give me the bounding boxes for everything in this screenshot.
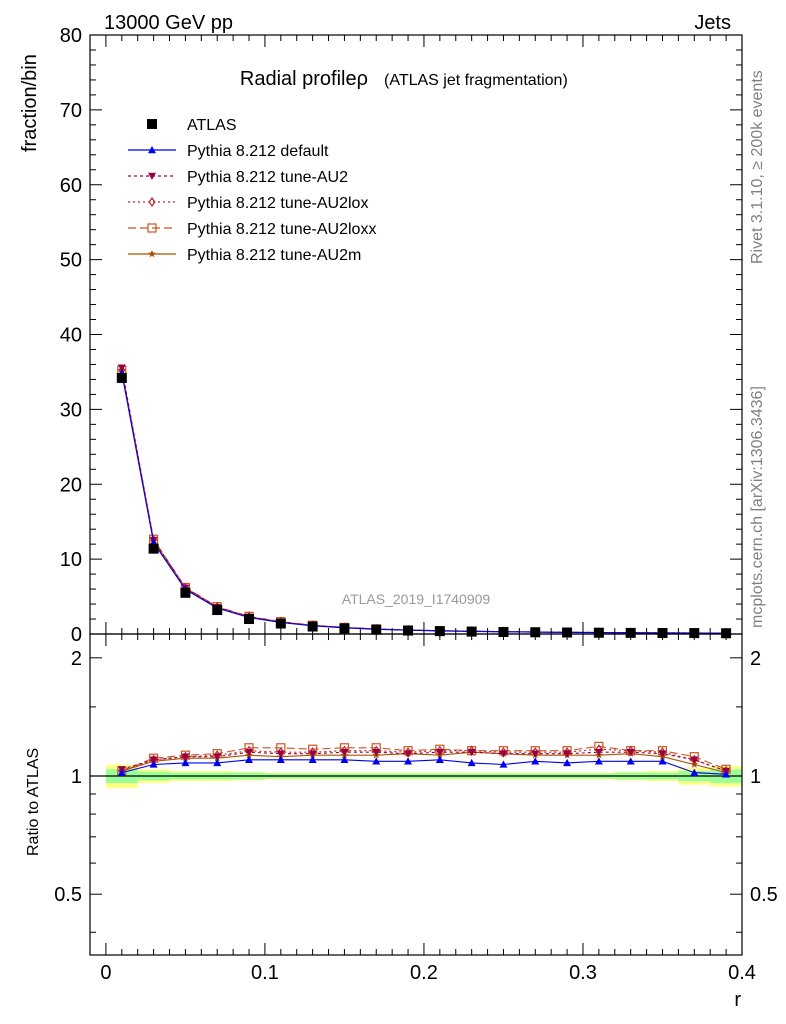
legend-marker [148,172,156,180]
series-line-ratio [121,759,727,775]
series-point-ratio [690,768,699,776]
y-tick-label-ratio: 2 [71,648,82,670]
legend-marker [148,146,156,154]
series-line-ratio [121,751,727,772]
legend-marker [148,196,156,208]
series-point-ratio [563,758,572,767]
x-axis-label: r [734,989,741,1011]
series-point-ratio [531,757,540,765]
series-point-ratio [722,770,731,778]
y-tick-label-ratio-right: 2 [750,648,761,670]
series-point-ratio [149,760,158,768]
x-tick-label: 0.1 [251,962,279,984]
series-point-ratio [245,755,254,763]
series-point-ratio [626,748,635,757]
data-point [212,605,223,616]
y-tick-label-main: 60 [60,175,82,197]
series-point-ratio [308,755,317,763]
series-point-ratio [372,757,381,765]
series-point-ratio [499,760,508,768]
data-point [180,587,191,598]
y-tick-label-ratio: 0.5 [54,884,82,906]
chart-title: Radial profileρ [240,68,368,90]
series-point-ratio [467,758,476,767]
legend-label-data: ATLAS [187,117,237,134]
data-point [148,543,159,554]
legend-label: Pythia 8.212 tune-AU2lox [187,195,368,212]
data-point [307,621,318,632]
series-point-ratio [245,748,254,757]
legend-marker [147,223,157,233]
data-point [116,372,127,383]
y-tick-label-main: 50 [60,250,82,272]
series-point-ratio [626,757,635,765]
legend-marker [148,250,156,258]
x-tick-label: 0 [100,962,111,984]
y-tick-label-ratio-right: 0.5 [750,884,778,906]
series-point-ratio [563,750,572,758]
series-point-main [117,364,126,372]
y-tick-label-ratio-right: 1 [750,766,761,788]
series-point-ratio [658,757,667,765]
y-tick-label-main: 10 [60,549,82,571]
series-point-ratio [404,757,413,765]
header-process: Jets [694,12,731,34]
legend-label: Pythia 8.212 tune-AU2m [187,247,361,264]
series-line-ratio [121,748,727,772]
y-axis-label-ratio: Ratio to ATLAS [25,748,42,856]
series-point-ratio [213,753,222,761]
ratio-plot-frame [89,633,743,956]
y-axis-label-main: fraction/bin [19,54,41,152]
mcplots-info: mcplots.cern.ch [arXiv:1306.3436] [749,386,766,628]
series-point-ratio [308,750,317,758]
series-point-ratio [658,750,667,758]
series-point-ratio [531,750,540,758]
series-point-ratio [276,755,285,763]
series-point-ratio [404,750,413,758]
series-point-ratio [594,757,603,765]
data-point [244,614,255,625]
legend-label: Pythia 8.212 tune-AU2 [187,169,348,186]
x-tick-label: 0.2 [410,962,438,984]
y-tick-label-main: 70 [60,100,82,122]
analysis-watermark: ATLAS_2019_I1740909 [342,591,491,607]
header-energy: 13000 GeV pp [104,12,233,34]
series-point-ratio [372,748,381,757]
series-point-ratio [181,758,190,767]
y-tick-label-main: 40 [60,325,82,347]
series-point-ratio [213,758,222,767]
series-line-ratio [121,751,727,774]
x-tick-label: 0.3 [569,962,597,984]
y-tick-label-main: 80 [60,25,82,47]
y-tick-label-ratio: 1 [71,766,82,788]
legend-marker-data [147,119,157,129]
x-tick-label: 0.4 [728,962,756,984]
series-point-ratio [340,748,349,757]
series-point-ratio [276,750,285,758]
series-point-ratio [340,755,349,763]
legend-label: Pythia 8.212 default [187,143,329,160]
series-point-ratio [181,753,190,761]
series-point-ratio [435,748,444,757]
y-tick-label-main: 20 [60,474,82,496]
series-point-ratio [499,750,508,758]
series-point-ratio [435,755,444,763]
series-point-ratio [467,748,476,757]
series-point-ratio [117,768,126,776]
data-point [275,618,286,629]
series-point-ratio [690,756,699,764]
y-tick-label-main: 30 [60,399,82,421]
series-point-ratio [594,748,603,757]
legend-label: Pythia 8.212 tune-AU2loxx [187,221,376,238]
series-point-ratio [149,756,158,764]
chart-subtitle: (ATLAS jet fragmentation) [384,72,568,89]
rivet-info: Rivet 3.1.10, ≥ 200k events [749,70,766,264]
y-tick-label-main: 0 [71,624,82,646]
